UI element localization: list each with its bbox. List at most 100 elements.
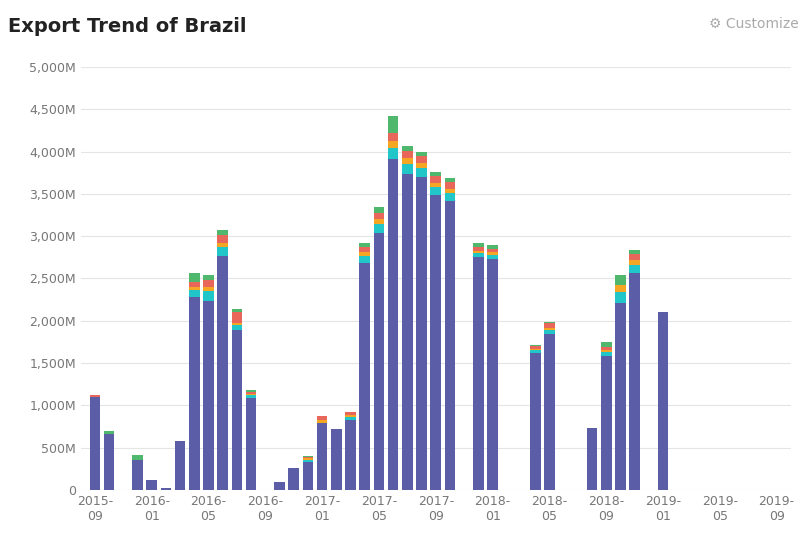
Bar: [388, 133, 399, 141]
Bar: [473, 251, 483, 253]
Bar: [203, 291, 214, 301]
Bar: [402, 164, 412, 174]
Bar: [331, 429, 341, 490]
Bar: [430, 176, 441, 183]
Bar: [615, 285, 625, 292]
Bar: [203, 280, 214, 286]
Bar: [402, 158, 412, 164]
Bar: [359, 252, 370, 256]
Bar: [132, 456, 143, 460]
Bar: [601, 343, 612, 347]
Bar: [530, 346, 541, 349]
Bar: [430, 187, 441, 195]
Bar: [430, 195, 441, 490]
Bar: [430, 172, 441, 176]
Bar: [217, 235, 228, 243]
Bar: [629, 254, 640, 260]
Bar: [658, 312, 668, 490]
Bar: [487, 255, 498, 259]
Bar: [345, 412, 356, 415]
Bar: [175, 441, 186, 490]
Bar: [445, 193, 455, 201]
Bar: [530, 345, 541, 346]
Bar: [203, 301, 214, 490]
Bar: [132, 460, 143, 490]
Bar: [473, 253, 483, 257]
Bar: [615, 292, 625, 303]
Bar: [473, 257, 483, 490]
Bar: [232, 325, 242, 330]
Bar: [544, 322, 554, 324]
Bar: [416, 168, 427, 177]
Bar: [601, 356, 612, 490]
Bar: [288, 468, 299, 490]
Bar: [303, 456, 313, 457]
Bar: [345, 415, 356, 417]
Bar: [473, 243, 483, 247]
Bar: [544, 334, 554, 490]
Bar: [189, 290, 199, 297]
Bar: [487, 252, 498, 255]
Bar: [374, 207, 384, 213]
Bar: [487, 245, 498, 249]
Bar: [402, 145, 412, 150]
Bar: [615, 275, 625, 285]
Bar: [303, 460, 313, 462]
Bar: [629, 250, 640, 254]
Bar: [402, 174, 412, 490]
Bar: [303, 462, 313, 490]
Bar: [359, 256, 370, 263]
Bar: [629, 272, 640, 490]
Bar: [601, 352, 612, 356]
Bar: [374, 224, 384, 233]
Bar: [416, 163, 427, 168]
Bar: [388, 116, 399, 133]
Bar: [217, 247, 228, 256]
Bar: [217, 230, 228, 235]
Bar: [189, 287, 199, 290]
Bar: [90, 395, 100, 397]
Bar: [530, 349, 541, 350]
Bar: [445, 189, 455, 193]
Bar: [374, 219, 384, 224]
Bar: [232, 309, 242, 311]
Bar: [189, 273, 199, 282]
Bar: [146, 480, 157, 490]
Bar: [217, 243, 228, 247]
Bar: [189, 282, 199, 287]
Bar: [303, 458, 313, 460]
Bar: [203, 286, 214, 291]
Bar: [388, 148, 399, 159]
Bar: [544, 330, 554, 334]
Bar: [629, 260, 640, 265]
Bar: [544, 328, 554, 330]
Bar: [445, 201, 455, 490]
Bar: [104, 434, 115, 490]
Bar: [274, 482, 285, 490]
Bar: [217, 256, 228, 490]
Text: Export Trend of Brazil: Export Trend of Brazil: [8, 17, 247, 36]
Bar: [402, 150, 412, 158]
Bar: [388, 159, 399, 490]
Bar: [359, 263, 370, 490]
Bar: [246, 394, 257, 395]
Bar: [246, 390, 257, 392]
Bar: [416, 152, 427, 156]
Bar: [430, 183, 441, 187]
Bar: [445, 178, 455, 182]
Bar: [345, 420, 356, 490]
Bar: [359, 247, 370, 252]
Bar: [487, 259, 498, 490]
Bar: [232, 311, 242, 323]
Bar: [203, 275, 214, 280]
Bar: [629, 265, 640, 272]
Bar: [374, 213, 384, 219]
Bar: [303, 457, 313, 458]
Bar: [374, 233, 384, 490]
Bar: [544, 324, 554, 328]
Bar: [246, 395, 257, 398]
Bar: [317, 416, 328, 420]
Bar: [232, 330, 242, 490]
Bar: [601, 347, 612, 350]
Bar: [104, 431, 115, 434]
